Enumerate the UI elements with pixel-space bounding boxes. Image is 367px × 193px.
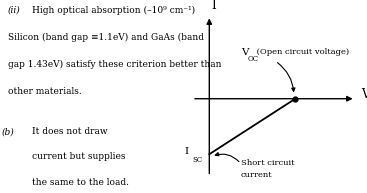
- Text: the same to the load.: the same to the load.: [32, 178, 130, 187]
- Text: It does not draw: It does not draw: [32, 127, 108, 136]
- Text: OC: OC: [247, 55, 258, 63]
- Text: gap 1.43eV) satisfy these criterion better than: gap 1.43eV) satisfy these criterion bett…: [8, 60, 221, 69]
- Text: High optical absorption (–10⁹ cm⁻¹): High optical absorption (–10⁹ cm⁻¹): [32, 6, 196, 15]
- Text: SC: SC: [193, 156, 203, 164]
- Text: I: I: [211, 0, 216, 12]
- Text: I: I: [185, 147, 189, 157]
- Text: other materials.: other materials.: [8, 87, 81, 96]
- Text: (b): (b): [2, 127, 15, 136]
- Text: current but supplies: current but supplies: [32, 152, 126, 162]
- Text: (ii): (ii): [8, 6, 21, 15]
- Text: (Open circuit voltage): (Open circuit voltage): [254, 48, 349, 56]
- Text: V: V: [361, 88, 367, 101]
- Text: current: current: [241, 171, 272, 179]
- Text: Short circuit: Short circuit: [241, 159, 294, 167]
- Text: V: V: [241, 48, 248, 57]
- Text: Silicon (band gap ≡1.1eV) and GaAs (band: Silicon (band gap ≡1.1eV) and GaAs (band: [8, 33, 204, 42]
